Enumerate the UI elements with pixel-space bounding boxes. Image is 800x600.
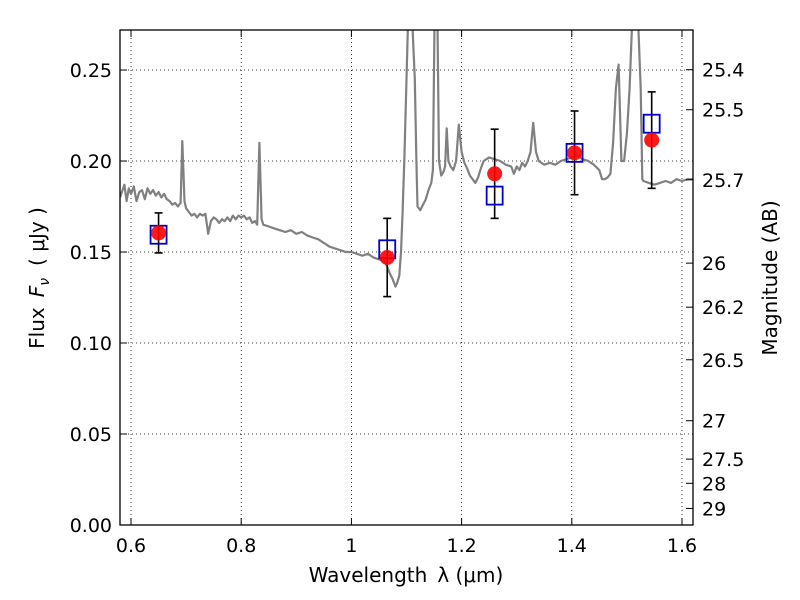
x-ticks: 0.6 0.8 1 1.2 1.4 1.6 (116, 30, 697, 557)
y2-tick-label: 26 (702, 253, 726, 275)
observed-point (567, 145, 583, 161)
y2-tick-label: 27.5 (702, 449, 744, 471)
y-tick-label: 0.05 (70, 424, 112, 446)
y2-tick-label: 25.5 (702, 100, 744, 122)
x-tick-label: 0.8 (226, 535, 256, 557)
model-box (565, 142, 584, 163)
x-axis-label: Wavelength λ (μm) (309, 563, 504, 587)
y2-tick-label: 25.4 (702, 60, 744, 82)
y-tick-label: 0.25 (70, 60, 112, 82)
observed-point (151, 225, 167, 241)
y2-tick-label: 28 (702, 473, 726, 495)
y-tick-label: 0.15 (70, 242, 112, 264)
y2-tick-label: 29 (702, 498, 726, 520)
observed-point (644, 132, 660, 148)
y-tick-label: 0.10 (70, 333, 112, 355)
x-tick-label: 1.4 (557, 535, 587, 557)
y2-tick-label: 27 (702, 411, 726, 433)
y-tick-label: 0.20 (70, 151, 112, 173)
x-tick-label: 0.6 (116, 535, 146, 557)
y-axis-label: FluxFν( μJy ) (25, 207, 53, 349)
y2-ticks: 25.4 25.5 25.7 26 26.2 26.5 27 27.528 29 (686, 60, 744, 520)
y-tick-label: 0.00 (70, 515, 112, 537)
y2-tick-label: 26.2 (702, 297, 744, 319)
observed-point (379, 249, 395, 265)
y2-tick-label: 25.7 (702, 170, 744, 192)
y-ticks: 0.00 0.05 0.10 0.15 0.20 0.25 (70, 60, 127, 537)
x-tick-label: 1.2 (446, 535, 476, 557)
x-tick-label: 1 (345, 535, 357, 557)
x-tick-label: 1.6 (667, 535, 697, 557)
plot-frame (119, 29, 694, 526)
observed-series (151, 132, 660, 265)
model-box (485, 185, 504, 206)
y2-tick-label: 26.5 (702, 350, 744, 372)
observed-point (487, 166, 503, 182)
grid (120, 30, 693, 526)
y2-axis-label: Magnitude (AB) (758, 200, 782, 355)
